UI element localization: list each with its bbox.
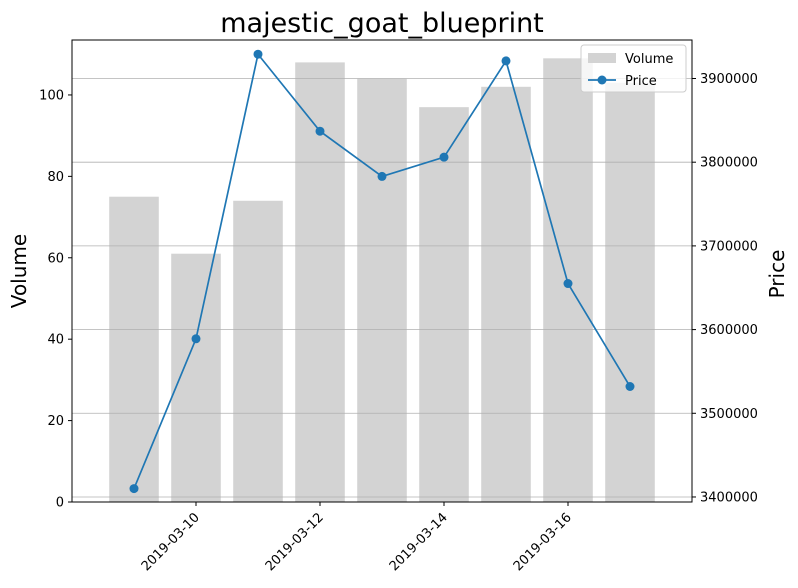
volume-bar <box>233 200 283 502</box>
y-axis-title: Volume <box>7 234 31 308</box>
price-point <box>377 171 387 181</box>
y-tick-label: 100 <box>39 88 64 103</box>
volume-bar <box>419 107 469 502</box>
price-point <box>191 334 201 344</box>
y2-tick-label: 3400000 <box>700 490 758 505</box>
price-point <box>315 126 325 136</box>
y-tick-label: 80 <box>47 170 64 185</box>
legend-price-marker <box>597 75 607 85</box>
y2-tick-label: 3600000 <box>700 323 758 338</box>
volume-bar <box>605 82 655 503</box>
legend: Volume Price <box>580 44 687 93</box>
grid-layer <box>72 78 692 498</box>
y2-tick-label: 3800000 <box>700 156 758 171</box>
price-point <box>501 56 511 66</box>
legend-volume-label: Volume <box>625 52 673 67</box>
plot-frame <box>71 39 693 503</box>
price-point <box>625 382 635 391</box>
price-point <box>439 152 449 162</box>
volume-bar <box>171 253 221 502</box>
volume-bar <box>481 86 531 502</box>
y2-axis-title: Price <box>765 250 789 299</box>
volume-bar <box>357 78 407 503</box>
y-tick-label: 60 <box>47 251 64 266</box>
bars-layer <box>109 58 655 503</box>
volume-bar <box>109 196 159 502</box>
y-tick-label: 40 <box>47 333 64 348</box>
line-layer <box>129 49 635 494</box>
y2-tick-label: 3700000 <box>700 239 758 254</box>
y2-tick-label: 3900000 <box>700 72 758 87</box>
price-point <box>129 484 139 494</box>
y-tick-label: 20 <box>47 414 64 429</box>
legend-price-label: Price <box>625 74 657 89</box>
price-point <box>253 49 263 59</box>
y2-tick-label: 3500000 <box>700 407 758 422</box>
y-tick-label: 0 <box>56 496 64 511</box>
legend-volume-swatch <box>588 53 616 63</box>
price-point <box>563 279 573 289</box>
chart-title: majestic_goat_blueprint <box>220 8 544 39</box>
